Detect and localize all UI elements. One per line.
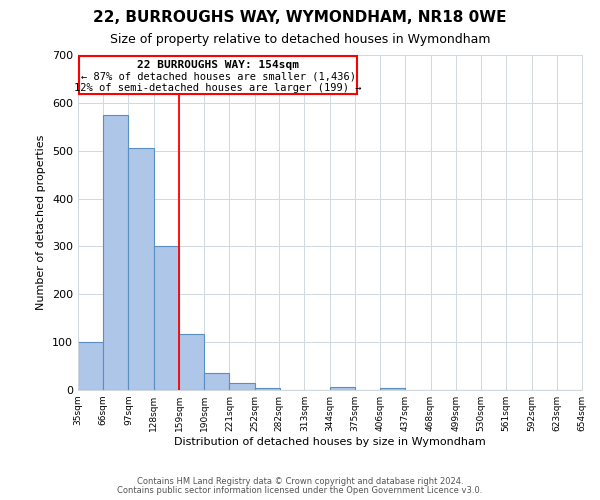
- Text: 12% of semi-detached houses are larger (199) →: 12% of semi-detached houses are larger (…: [74, 83, 362, 93]
- Text: 22, BURROUGHS WAY, WYMONDHAM, NR18 0WE: 22, BURROUGHS WAY, WYMONDHAM, NR18 0WE: [93, 10, 507, 25]
- Y-axis label: Number of detached properties: Number of detached properties: [37, 135, 46, 310]
- Text: Contains HM Land Registry data © Crown copyright and database right 2024.: Contains HM Land Registry data © Crown c…: [137, 477, 463, 486]
- Text: Size of property relative to detached houses in Wymondham: Size of property relative to detached ho…: [110, 32, 490, 46]
- Text: Contains public sector information licensed under the Open Government Licence v3: Contains public sector information licen…: [118, 486, 482, 495]
- FancyBboxPatch shape: [79, 56, 357, 94]
- X-axis label: Distribution of detached houses by size in Wymondham: Distribution of detached houses by size …: [174, 437, 486, 447]
- Bar: [128, 148, 154, 390]
- Bar: [103, 115, 128, 390]
- Bar: [204, 373, 229, 390]
- Bar: [179, 334, 204, 390]
- Bar: [329, 386, 355, 390]
- Bar: [229, 384, 254, 390]
- Bar: [254, 388, 280, 390]
- Text: ← 87% of detached houses are smaller (1,436): ← 87% of detached houses are smaller (1,…: [80, 71, 356, 81]
- Bar: [380, 388, 406, 390]
- Bar: [154, 246, 179, 390]
- Bar: [78, 342, 103, 390]
- Text: 22 BURROUGHS WAY: 154sqm: 22 BURROUGHS WAY: 154sqm: [137, 60, 299, 70]
